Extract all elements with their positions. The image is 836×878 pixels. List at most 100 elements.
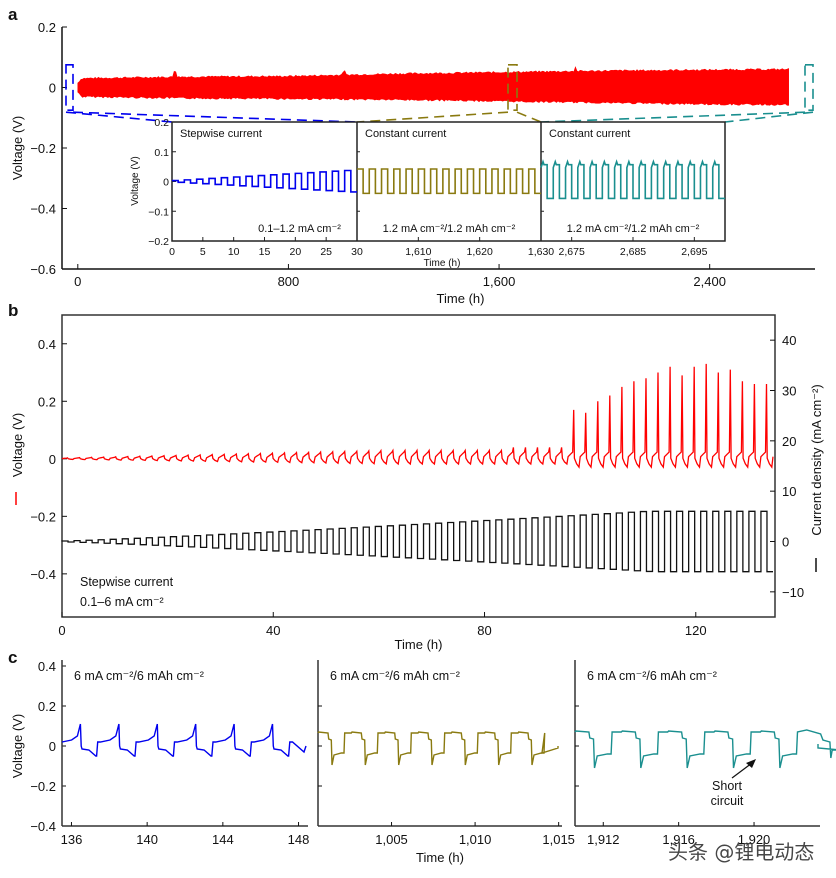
y-right-tick-label-b: 30 — [782, 384, 796, 399]
plot-frame-b — [61, 314, 776, 618]
y-right-tick-label-b: 0 — [782, 535, 789, 550]
subplot-title: 6 mA cm⁻²/6 mAh cm⁻² — [587, 669, 717, 683]
y-tick-label-c: −0.4 — [30, 819, 56, 834]
x-tick-label-b: 0 — [58, 623, 65, 638]
inset-y-axis-label: Voltage (V) — [130, 156, 141, 205]
current-density-line — [61, 510, 773, 573]
inset-x-tick-label: 5 — [200, 246, 206, 258]
inset-y-tick-label: 0 — [163, 177, 169, 189]
arrow-head — [746, 759, 756, 768]
x-tick-label-c: 136 — [61, 832, 83, 847]
y-tick-label-c: −0.2 — [30, 779, 56, 794]
x-tick-label-c: 1,912 — [587, 832, 620, 847]
voltage-line-c-teal — [574, 729, 836, 769]
x-tick-label-b: 40 — [266, 623, 280, 638]
y-left-tick-label-b: −0.2 — [30, 509, 56, 524]
voltage-envelope-area — [77, 66, 789, 106]
annotation-short-circuit: circuit — [711, 794, 744, 808]
inset-x-tick-label: 30 — [351, 246, 363, 258]
y-right-tick-label-b: 40 — [782, 333, 796, 348]
subplot-title: 6 mA cm⁻²/6 mAh cm⁻² — [330, 669, 460, 683]
panel-label-c: c — [8, 648, 17, 667]
x-axis-label-b: Time (h) — [395, 637, 443, 652]
annotation-b: Stepwise current — [80, 575, 174, 589]
x-axis-label-a: Time (h) — [437, 291, 485, 306]
inset-x-tick-label: 2,675 — [559, 246, 585, 258]
watermark: 头条 @锂电动态 — [668, 840, 815, 864]
voltage-line-b — [61, 363, 774, 469]
inset-x-tick-label: 1,610 — [405, 246, 431, 258]
highlight-box-blue — [65, 64, 74, 111]
x-tick-label-c: 1,920 — [738, 832, 771, 847]
y-right-axis-label-b: Current density (mA cm⁻²) — [809, 384, 824, 535]
y-left-tick-label-b: 0 — [49, 452, 56, 467]
x-tick-label-a: 2,400 — [693, 274, 726, 289]
x-tick-label-c: 148 — [288, 832, 310, 847]
inset-annotation: 0.1–1.2 mA cm⁻² — [258, 223, 341, 235]
x-tick-label-c: 1,010 — [459, 832, 492, 847]
zoom-connector-left — [65, 111, 173, 123]
y-tick-label-c: 0 — [49, 739, 56, 754]
panel-label-a: a — [8, 5, 18, 24]
y-left-tick-label-b: 0.4 — [38, 337, 56, 352]
y-tick-label-a: −0.2 — [30, 141, 56, 156]
y-tick-label-c: 0.4 — [38, 659, 56, 674]
inset-y-tick-label: −0.2 — [148, 236, 169, 248]
x-tick-label-c: 1,005 — [375, 832, 408, 847]
panel-label-b: b — [8, 301, 18, 320]
inset-x-tick-label: 10 — [228, 246, 240, 258]
y-left-tick-label-b: −0.4 — [30, 567, 56, 582]
panel-b: 0.4 0.2 0 −0.2 −0.4 40 30 20 10 0 −10 0 40 80 120 Time … — [10, 314, 824, 652]
x-tick-label-a: 800 — [278, 274, 300, 289]
inset-y-tick-label: −0.1 — [148, 206, 169, 218]
y-right-tick-label-b: 10 — [782, 484, 796, 499]
x-axis-label-c: Time (h) — [416, 850, 464, 865]
inset-x-axis-label: Time (h) — [424, 258, 461, 269]
y-tick-label-a: 0.2 — [38, 20, 56, 35]
inset-voltage-line-blue — [172, 169, 357, 193]
subplot-title: 6 mA cm⁻²/6 mAh cm⁻² — [74, 669, 204, 683]
inset-voltage-line-teal — [540, 159, 725, 200]
inset-x-tick-label: 1,630 — [528, 246, 554, 258]
panel-c: 0.4 0.2 0 −0.2 −0.4 Voltage (V) Time (h) 6 mA c… — [10, 659, 836, 865]
y-tick-label-c: 0.2 — [38, 699, 56, 714]
y-left-axis-label-b: Voltage (V) — [10, 413, 25, 477]
annotation-b: 0.1–6 mA cm⁻² — [80, 595, 164, 609]
inset-y-tick-label: 0.1 — [154, 147, 169, 159]
y-right-tick-label-b: −10 — [782, 585, 804, 600]
inset-x-tick-label: 2,695 — [681, 246, 707, 258]
zoom-connector-left — [540, 111, 806, 123]
inset-title: Constant current — [549, 128, 630, 140]
inset-y-tick-label: 0.2 — [154, 117, 169, 129]
inset-x-tick-label: 0 — [169, 246, 175, 258]
y-left-tick-label-b: 0.2 — [38, 394, 56, 409]
x-tick-label-b: 120 — [685, 623, 707, 638]
inset-x-tick-label: 25 — [320, 246, 332, 258]
arrow-line — [731, 762, 753, 779]
voltage-line-c-olive — [317, 731, 559, 766]
voltage-line-c-blue — [61, 723, 307, 757]
y-right-tick-label-b: 20 — [782, 434, 796, 449]
y-tick-label-a: −0.4 — [30, 202, 56, 217]
inset-x-tick-label: 2,685 — [620, 246, 646, 258]
x-tick-label-b: 80 — [477, 623, 491, 638]
inset-x-tick-label: 15 — [259, 246, 271, 258]
y-tick-label-a: 0 — [49, 81, 56, 96]
x-tick-label-c: 140 — [136, 832, 158, 847]
highlight-box-olive — [507, 64, 518, 111]
annotation-short-circuit: Short — [712, 779, 742, 793]
inset-annotation: 1.2 mA cm⁻²/1.2 mAh cm⁻² — [567, 223, 700, 235]
y-axis-label-c: Voltage (V) — [10, 714, 25, 778]
x-tick-label-c: 144 — [212, 832, 234, 847]
inset-annotation: 1.2 mA cm⁻²/1.2 mAh cm⁻² — [383, 223, 516, 235]
zoom-connector-right — [724, 111, 814, 123]
inset-voltage-line-olive — [357, 168, 541, 195]
x-tick-label-a: 1,600 — [483, 274, 516, 289]
inset-x-tick-label: 1,620 — [467, 246, 493, 258]
x-tick-label-a: 0 — [74, 274, 81, 289]
zoom-connector-right — [516, 111, 542, 123]
y-tick-label-a: −0.6 — [30, 262, 56, 277]
y-axis-label-a: Voltage (V) — [10, 116, 25, 180]
